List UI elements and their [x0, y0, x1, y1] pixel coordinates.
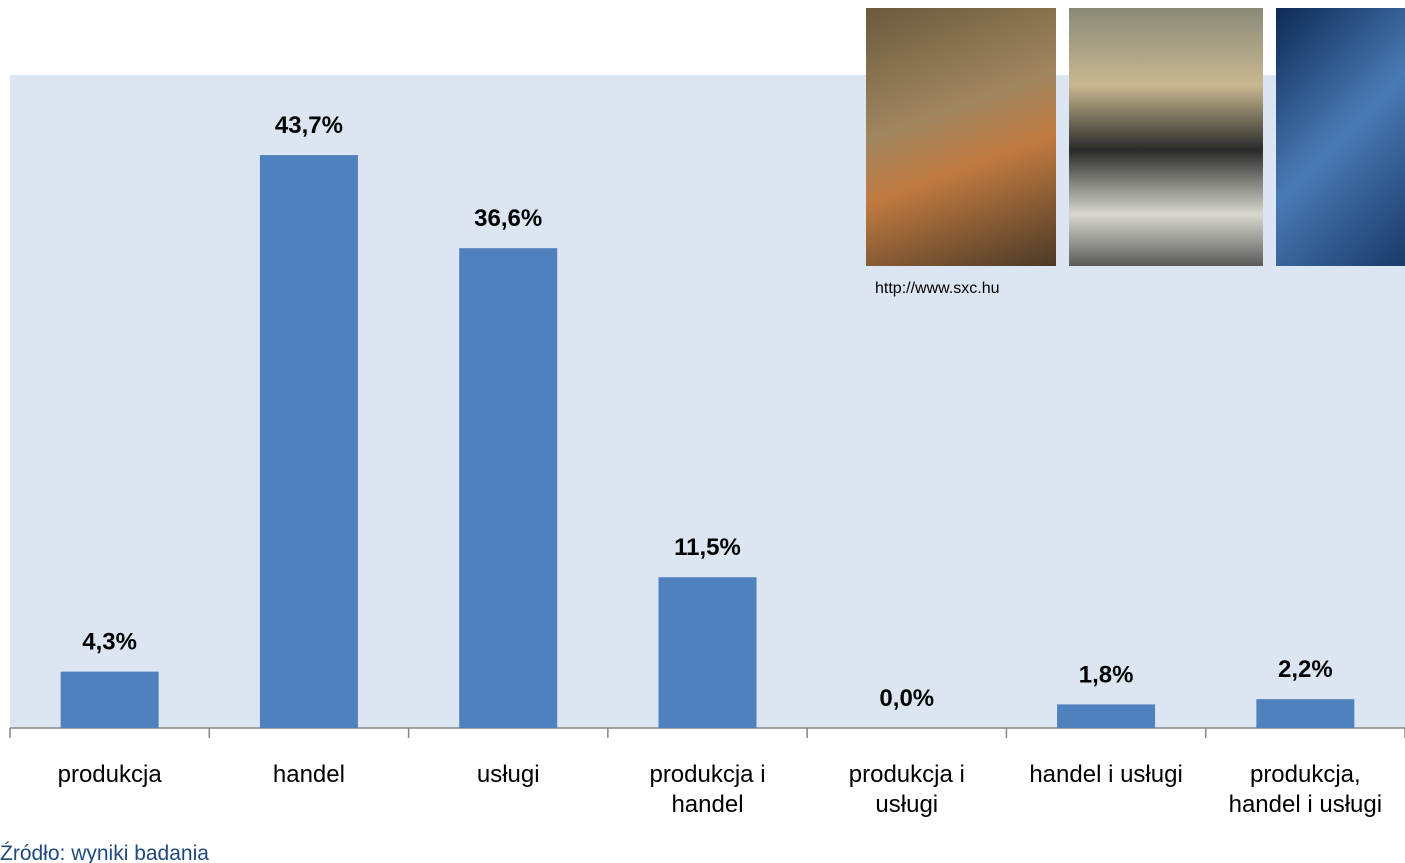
value-label: 4,3%	[82, 629, 137, 656]
x-tick-label: handel i usługi	[1016, 760, 1196, 790]
x-tick-label: produkcja i usługi	[817, 760, 997, 820]
bar	[459, 248, 557, 728]
value-label: 36,6%	[474, 205, 542, 232]
bar	[61, 672, 159, 728]
bar	[659, 577, 757, 728]
bar	[1057, 704, 1155, 728]
x-tick-label: produkcja i handel	[618, 760, 798, 820]
value-label: 1,8%	[1079, 661, 1134, 688]
value-label: 11,5%	[674, 534, 741, 561]
x-tick-label: produkcja, handel i usługi	[1215, 760, 1395, 820]
image-credit: http://www.sxc.hu	[875, 280, 1000, 298]
page: 4,3% 43,7% 36,6% 11,5% 0,0% 1,8% 2,2% http://w…	[0, 0, 1405, 863]
x-tick-label: handel	[219, 760, 399, 790]
source-note: Źródło: wyniki badania	[0, 842, 209, 863]
bar	[260, 155, 358, 728]
photo-keyboard	[1276, 8, 1405, 266]
photo-mall	[1069, 8, 1263, 266]
value-label: 2,2%	[1278, 656, 1333, 683]
value-label: 0,0%	[879, 685, 934, 712]
x-tick-label: produkcja	[20, 760, 200, 790]
value-label: 43,7%	[275, 112, 343, 139]
bar	[1256, 699, 1354, 728]
x-tick-label: usługi	[418, 760, 598, 790]
photo-factory	[866, 8, 1056, 266]
